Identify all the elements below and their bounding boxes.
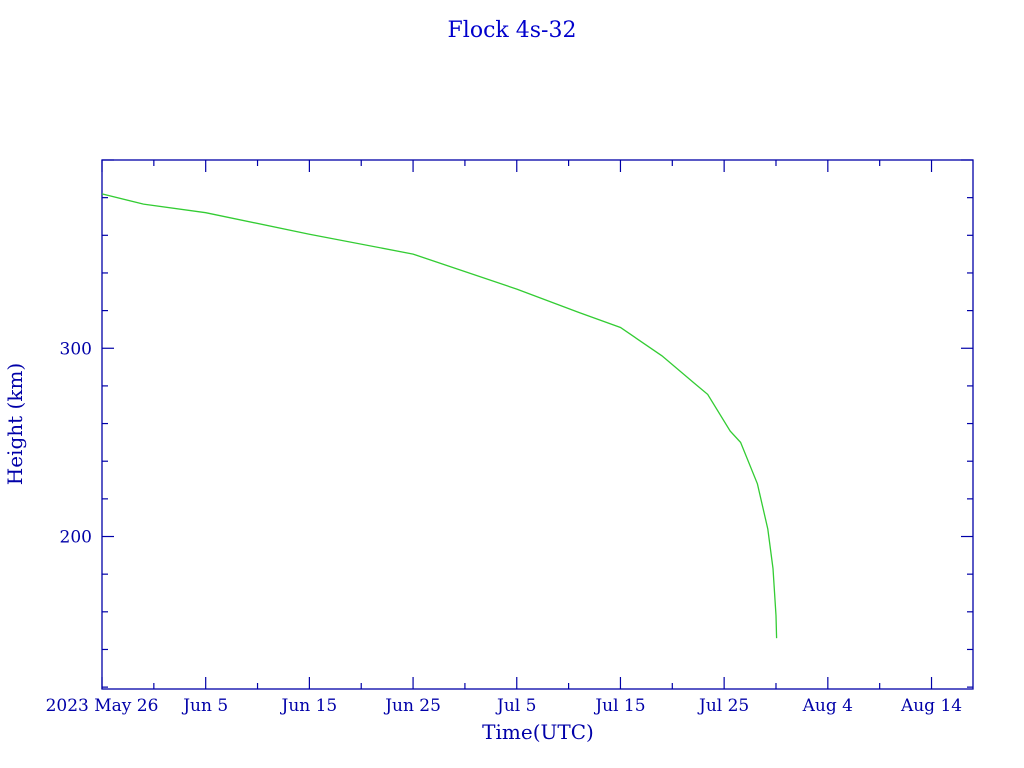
axis-ticks [101, 159, 973, 689]
x-tick-label: Aug 4 [802, 696, 853, 716]
x-tick-label: Jul 15 [593, 696, 645, 716]
height-series-line [101, 193, 778, 639]
x-tick-label: Aug 14 [900, 696, 962, 716]
x-tick-label: Jun 5 [181, 696, 228, 716]
x-axis-label: Time(UTC) [482, 720, 594, 744]
y-axis-label: Height (km) [3, 363, 27, 485]
chart-title: Flock 4s-32 [448, 18, 577, 43]
tick-labels: 2023 May 26 Jun 5 Jun 15 Jun 25 Jul 5 Jul 15 J… [46, 339, 963, 716]
x-tick-label: Jul 25 [697, 696, 749, 716]
y-tick-label: 300 [60, 339, 92, 359]
plot-frame [101, 159, 974, 690]
x-tick-label: Jun 25 [383, 696, 441, 716]
x-tick-label: Jun 15 [280, 696, 338, 716]
x-tick-label: 2023 May 26 [46, 696, 159, 716]
x-tick-label: Jul 5 [495, 696, 536, 716]
y-tick-label: 200 [60, 528, 92, 548]
